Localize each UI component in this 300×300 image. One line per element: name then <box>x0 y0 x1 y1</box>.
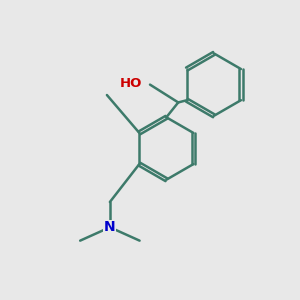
Text: HO: HO <box>119 76 142 90</box>
Text: N: N <box>104 220 116 234</box>
